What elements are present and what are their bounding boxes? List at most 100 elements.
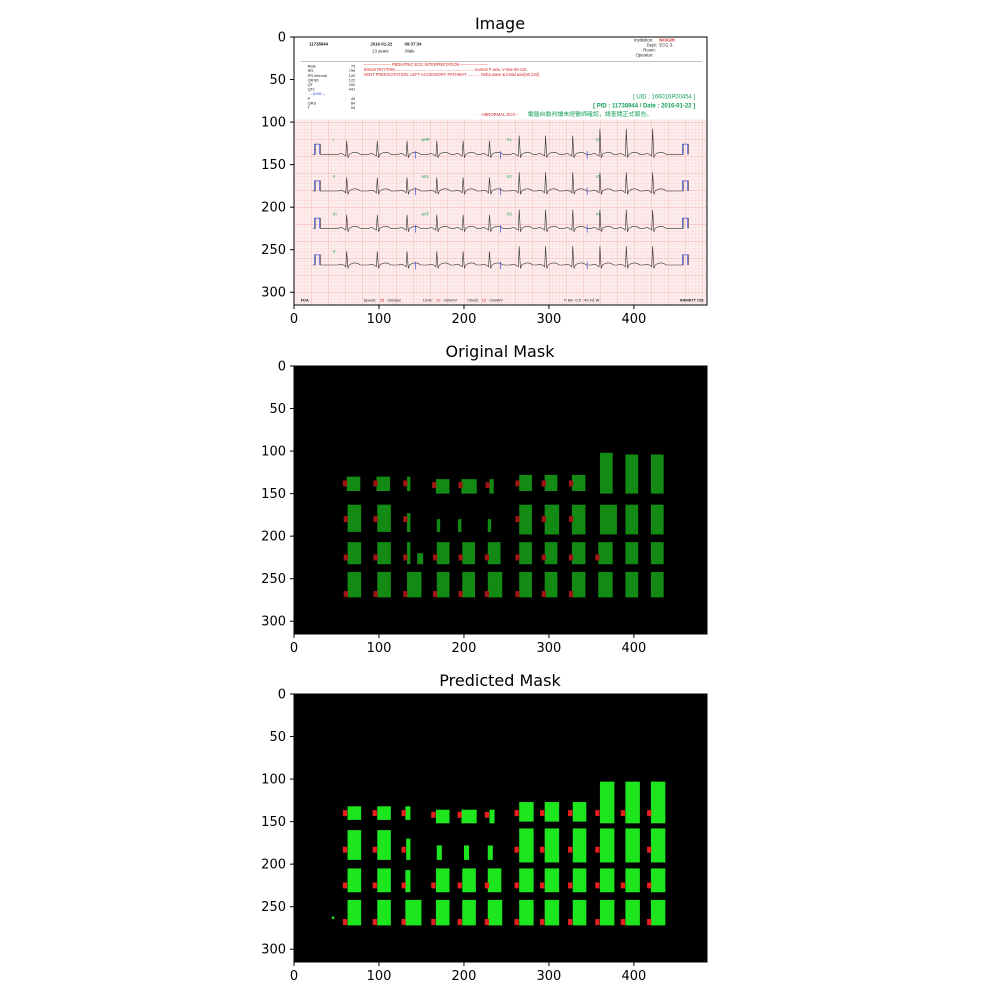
measurement-label: QTc <box>308 87 315 92</box>
y-tick-label: 50 <box>269 402 286 417</box>
y-tick-label: 300 <box>261 286 286 301</box>
calibration-pulse <box>314 180 320 191</box>
mask-region <box>625 571 639 598</box>
mask-marker <box>343 554 348 561</box>
axes-frame <box>293 365 708 635</box>
mask-marker <box>372 846 377 853</box>
mask-marker <box>457 919 462 925</box>
x-tick-label: 400 <box>622 641 647 656</box>
y-tick-label: 150 <box>261 815 286 830</box>
mask-region <box>347 571 362 598</box>
mask-marker <box>541 554 546 561</box>
mask-region <box>347 806 362 820</box>
mask-marker <box>484 919 490 925</box>
mask-region <box>487 868 502 893</box>
mask-region <box>463 845 470 860</box>
mask-region <box>650 504 664 535</box>
mask-region <box>458 519 462 532</box>
mask-marker <box>485 482 490 489</box>
mask-marker <box>515 516 520 523</box>
mask-marker <box>342 846 348 853</box>
footer-speed-label: Speed: <box>364 298 376 303</box>
mask-marker <box>595 810 600 817</box>
mask-region <box>599 504 617 535</box>
mask-marker <box>484 591 490 597</box>
interpretation: -------------------- PEDIATRIC ECG INTER… <box>364 62 540 77</box>
ecg-report: 11738944 2016-01-22 09:37:34 13 years Ma… <box>294 37 707 305</box>
mask-region <box>405 899 422 926</box>
mask-region <box>487 519 492 532</box>
mask-marker <box>568 846 573 853</box>
mask-region <box>347 899 362 926</box>
mask-marker <box>568 554 574 561</box>
mask-region <box>436 519 441 532</box>
mask-region <box>519 474 532 492</box>
mask-region <box>347 542 362 565</box>
mask-marker <box>403 516 408 523</box>
y-tick-label: 100 <box>261 773 286 788</box>
mask-marker <box>373 554 378 561</box>
mask-marker <box>515 554 520 561</box>
mask-region <box>417 553 424 565</box>
measurement-label: QT <box>308 82 314 87</box>
panel-title: Image <box>475 14 525 33</box>
axes: 0 100 200 300 400 0 50 100 150 200 250 300 <box>261 688 646 985</box>
mask-marker <box>431 919 436 925</box>
mask-region <box>599 828 615 863</box>
mask-marker <box>568 516 574 523</box>
mask-region <box>462 868 476 893</box>
measurement-label: QRS <box>308 100 317 105</box>
footer-fda: FDA <box>301 298 309 303</box>
mask-marker <box>514 810 519 817</box>
footer-limb-unit: mm/mV <box>444 298 458 303</box>
panel-original-mask: Original Mask 0 100 200 300 400 0 50 100 150 200 2… <box>261 342 708 656</box>
mask-marker <box>568 810 573 817</box>
report-header: 11738944 2016-01-22 09:37:34 13 years Ma… <box>309 37 674 57</box>
panel-predicted-mask: Predicted Mask 0 100 200 300 400 0 50 100 150 200… <box>261 671 708 985</box>
y-tick-label: 50 <box>269 73 286 88</box>
mask-region <box>519 899 534 926</box>
operator-label: Operator: <box>636 53 654 58</box>
mask-region <box>376 476 391 492</box>
mask-region <box>461 809 477 824</box>
mask-region <box>650 781 666 824</box>
mask-marker <box>540 882 545 889</box>
footer-limb-value: 10 <box>436 298 441 303</box>
x-tick-label: 400 <box>622 969 647 984</box>
mask-marker <box>541 480 546 487</box>
mask-region <box>406 838 411 860</box>
header-date: 2016-01-22 <box>370 42 392 47</box>
mask-region <box>377 571 391 598</box>
header-time: 09:37:34 <box>404 42 422 47</box>
calibration-pulse <box>682 143 688 155</box>
y-tick-label: 250 <box>261 243 286 258</box>
mask-region <box>544 474 558 492</box>
calibration-pulse <box>314 254 320 266</box>
dept-label: Dept: <box>647 42 657 47</box>
mask-region <box>489 479 494 494</box>
mask-marker <box>541 591 546 597</box>
mask-marker <box>484 554 490 561</box>
mask-marker <box>343 516 348 523</box>
mask-marker <box>568 919 573 925</box>
mask-region <box>377 504 391 532</box>
footer-filter: F 60~ 0.5 - 40 Hz W <box>564 298 599 303</box>
lead-label: II <box>333 249 335 254</box>
y-tick-label: 50 <box>269 730 286 745</box>
mask-region <box>544 802 560 822</box>
measurement-value: 799 <box>349 68 356 73</box>
y-tick-label: 200 <box>261 530 286 545</box>
mask-region <box>572 868 587 893</box>
y-tick-label: 100 <box>261 445 286 460</box>
room-label: Room: <box>643 47 656 52</box>
panel-title: Predicted Mask <box>439 671 561 690</box>
x-tick-label: 300 <box>537 641 562 656</box>
mask-marker <box>568 480 574 487</box>
mask-marker <box>372 919 377 925</box>
mask-region <box>625 454 639 494</box>
mask-region <box>571 504 586 535</box>
mask-marker <box>484 882 490 889</box>
mask-region <box>650 571 664 598</box>
interp-line: SINUS RHYTHM............................… <box>364 67 527 72</box>
